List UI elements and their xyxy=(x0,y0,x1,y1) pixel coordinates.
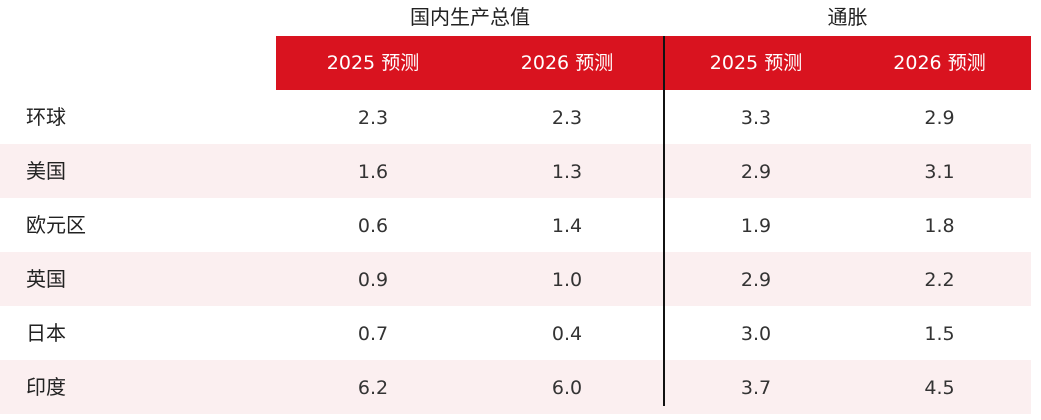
table-cell: 3.3 xyxy=(740,107,772,129)
row-label: 环球 xyxy=(26,105,66,129)
row-label: 日本 xyxy=(26,321,66,345)
table-cell: 3.7 xyxy=(740,377,772,399)
table-cell: 2.3 xyxy=(357,107,389,129)
column-header-inflation-2026: 2026 预测 xyxy=(893,52,986,74)
table-cell: 2.9 xyxy=(740,161,772,183)
row-label: 英国 xyxy=(26,267,66,291)
table-cell: 3.1 xyxy=(924,161,955,183)
table-cell: 1.9 xyxy=(740,215,772,237)
group-header-gdp: 国内生产总值 xyxy=(410,5,530,29)
row-label: 欧元区 xyxy=(26,213,86,237)
table-row: 印度 6.2 6.0 3.7 4.5 xyxy=(0,360,1031,414)
table-cell: 0.9 xyxy=(357,269,389,291)
table-cell: 0.7 xyxy=(357,323,389,345)
table-cell: 3.0 xyxy=(740,323,772,345)
table-cell: 2.9 xyxy=(924,107,955,129)
column-header-gdp-2026: 2026 预测 xyxy=(520,52,614,74)
column-header-inflation-2025: 2025 预测 xyxy=(709,52,803,74)
table-cell: 2.9 xyxy=(740,269,772,291)
row-label: 美国 xyxy=(26,159,66,183)
table-row: 美国 1.6 1.3 2.9 3.1 xyxy=(0,144,1031,198)
table-cell: 1.0 xyxy=(551,269,583,291)
table-cell: 2.3 xyxy=(551,107,583,129)
table-row: 欧元区 0.6 1.4 1.9 1.8 xyxy=(0,198,1031,252)
table-cell: 0.4 xyxy=(551,323,583,345)
group-header-inflation: 通胀 xyxy=(827,5,868,29)
table-cell: 1.8 xyxy=(924,215,955,237)
table-row: 日本 0.7 0.4 3.0 1.5 xyxy=(0,306,1031,360)
table-cell: 2.2 xyxy=(924,269,955,291)
table-cell: 1.6 xyxy=(357,161,389,183)
table-cell: 6.2 xyxy=(357,377,389,399)
column-divider xyxy=(663,36,665,406)
row-label: 印度 xyxy=(26,375,66,399)
table-cell: 1.3 xyxy=(551,161,583,183)
table-row: 英国 0.9 1.0 2.9 2.2 xyxy=(0,252,1031,306)
table-cell: 1.5 xyxy=(924,323,955,345)
table-cell: 6.0 xyxy=(551,377,583,399)
table-cell: 4.5 xyxy=(924,377,955,399)
header-band xyxy=(276,36,1031,90)
table-cell: 0.6 xyxy=(357,215,389,237)
table-row: 环球 2.3 2.3 3.3 2.9 xyxy=(0,90,1031,144)
table-cell: 1.4 xyxy=(551,215,583,237)
column-header-gdp-2025: 2025 预测 xyxy=(326,52,420,74)
